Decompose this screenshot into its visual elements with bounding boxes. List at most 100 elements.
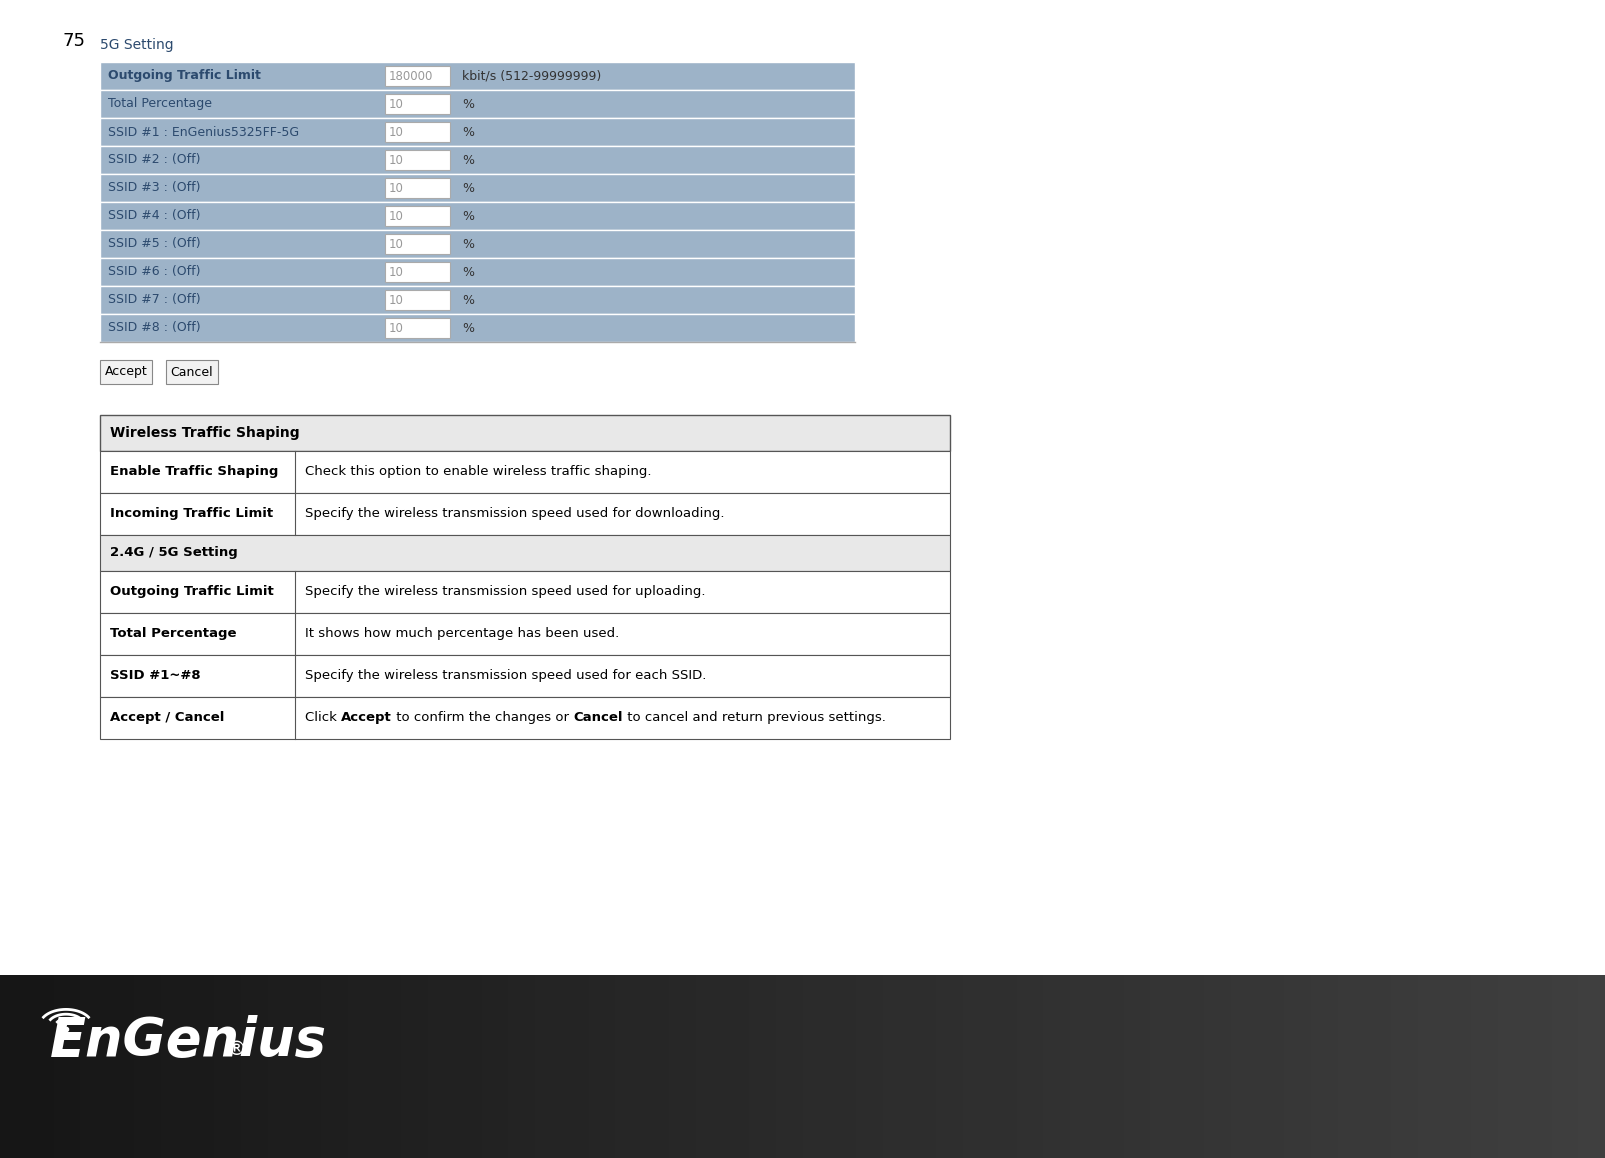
Bar — [802, 975, 830, 1158]
Bar — [100, 201, 855, 230]
Bar — [1497, 975, 1525, 1158]
Text: 10: 10 — [388, 265, 404, 279]
Text: Outgoing Traffic Limit: Outgoing Traffic Limit — [111, 585, 274, 599]
Bar — [722, 975, 750, 1158]
Bar — [615, 975, 642, 1158]
Bar — [883, 975, 910, 1158]
Text: 2.4G / 5G Setting: 2.4G / 5G Setting — [111, 547, 238, 559]
Bar — [0, 975, 27, 1158]
Text: EnGenius: EnGenius — [50, 1016, 327, 1067]
Bar — [589, 975, 615, 1158]
Text: SSID #5 : (Off): SSID #5 : (Off) — [108, 237, 201, 250]
Text: SSID #6 : (Off): SSID #6 : (Off) — [108, 265, 201, 279]
Bar — [1392, 975, 1417, 1158]
Text: ®: ® — [226, 1040, 246, 1060]
Bar — [100, 63, 855, 90]
Bar — [100, 697, 950, 739]
Bar — [1337, 975, 1364, 1158]
Bar — [1257, 975, 1284, 1158]
Text: Cancel: Cancel — [573, 711, 623, 724]
Text: to confirm the changes or: to confirm the changes or — [392, 711, 573, 724]
Text: 10: 10 — [388, 97, 404, 110]
Bar — [830, 975, 855, 1158]
Bar — [1417, 975, 1444, 1158]
Bar — [1444, 975, 1472, 1158]
Bar — [241, 975, 268, 1158]
Text: Total Percentage: Total Percentage — [108, 97, 212, 110]
Bar — [1124, 975, 1151, 1158]
Text: Cancel: Cancel — [170, 366, 213, 379]
Text: SSID #8 : (Off): SSID #8 : (Off) — [108, 322, 201, 335]
Bar — [1204, 975, 1231, 1158]
Text: %: % — [462, 265, 473, 279]
Bar — [100, 286, 855, 314]
Text: SSID #1~#8: SSID #1~#8 — [111, 669, 201, 682]
Bar — [100, 90, 855, 118]
Bar — [1472, 975, 1497, 1158]
Bar — [385, 290, 449, 310]
Bar — [27, 975, 53, 1158]
Text: SSID #1 : EnGenius5325FF-5G: SSID #1 : EnGenius5325FF-5G — [108, 125, 299, 139]
Bar — [385, 66, 449, 86]
Text: %: % — [462, 97, 473, 110]
Bar — [1151, 975, 1176, 1158]
Bar — [100, 450, 950, 493]
Bar — [385, 262, 449, 283]
Bar — [482, 975, 509, 1158]
Text: 10: 10 — [388, 154, 404, 167]
Bar — [775, 975, 802, 1158]
Text: %: % — [462, 182, 473, 195]
Text: Specify the wireless transmission speed used for each SSID.: Specify the wireless transmission speed … — [305, 669, 706, 682]
Text: Accept / Cancel: Accept / Cancel — [111, 711, 225, 724]
Bar — [534, 975, 562, 1158]
Text: %: % — [462, 237, 473, 250]
Bar — [385, 122, 449, 142]
Bar — [385, 151, 449, 170]
Bar — [429, 975, 454, 1158]
Bar — [100, 571, 950, 613]
Text: 10: 10 — [388, 125, 404, 139]
Bar — [385, 234, 449, 254]
Bar — [385, 94, 449, 113]
Bar — [188, 975, 213, 1158]
Text: %: % — [462, 293, 473, 307]
Text: Incoming Traffic Limit: Incoming Traffic Limit — [111, 507, 273, 520]
Bar — [160, 975, 188, 1158]
Bar — [100, 314, 855, 342]
Bar — [100, 174, 855, 201]
Text: SSID #2 : (Off): SSID #2 : (Off) — [108, 154, 201, 167]
Bar — [1096, 975, 1124, 1158]
Bar — [385, 178, 449, 198]
Text: Specify the wireless transmission speed used for uploading.: Specify the wireless transmission speed … — [305, 585, 706, 599]
Bar — [100, 146, 855, 174]
Text: Click: Click — [305, 711, 342, 724]
Text: %: % — [462, 322, 473, 335]
Bar — [562, 975, 589, 1158]
Bar — [100, 535, 950, 571]
Bar — [695, 975, 722, 1158]
Bar — [100, 230, 855, 258]
Text: to cancel and return previous settings.: to cancel and return previous settings. — [623, 711, 886, 724]
Bar — [1176, 975, 1204, 1158]
Text: %: % — [462, 125, 473, 139]
Bar — [936, 975, 963, 1158]
Bar — [321, 975, 348, 1158]
Text: 10: 10 — [388, 322, 404, 335]
Text: %: % — [462, 154, 473, 167]
Text: 10: 10 — [388, 210, 404, 222]
Bar — [108, 975, 133, 1158]
Bar — [1071, 975, 1096, 1158]
Bar — [1311, 975, 1337, 1158]
Bar — [100, 415, 950, 450]
Bar — [855, 975, 883, 1158]
Bar — [1364, 975, 1392, 1158]
Text: 10: 10 — [388, 293, 404, 307]
Bar — [1525, 975, 1552, 1158]
Bar — [910, 975, 936, 1158]
Text: 10: 10 — [388, 182, 404, 195]
Text: kbit/s (512-99999999): kbit/s (512-99999999) — [462, 69, 602, 82]
Text: Outgoing Traffic Limit: Outgoing Traffic Limit — [108, 69, 262, 82]
Text: Accept: Accept — [342, 711, 392, 724]
Bar — [990, 975, 1016, 1158]
Bar — [454, 975, 482, 1158]
